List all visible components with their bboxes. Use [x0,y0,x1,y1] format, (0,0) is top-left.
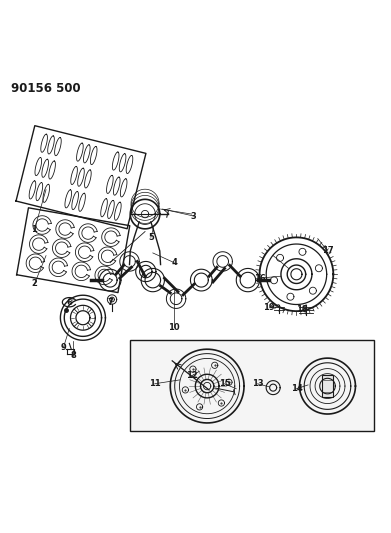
Text: 5: 5 [148,233,154,242]
Text: 16: 16 [254,273,265,282]
Text: 19: 19 [264,303,275,312]
Bar [322,375,333,397]
Text: 8: 8 [70,351,76,360]
Text: 10: 10 [169,323,180,332]
Text: 3: 3 [191,212,196,221]
Text: 12: 12 [186,372,197,381]
Text: 2: 2 [31,279,37,288]
Text: 15: 15 [219,379,230,388]
Text: 13: 13 [252,379,264,388]
Text: 11: 11 [149,379,161,388]
Text: 7: 7 [107,298,113,306]
Text: 4: 4 [171,258,177,267]
Text: 18: 18 [296,305,308,314]
Text: 9: 9 [61,343,66,352]
Text: 1: 1 [31,225,37,234]
Text: 14: 14 [291,384,302,393]
Text: 90156 500: 90156 500 [11,82,81,95]
Text: 17: 17 [322,246,333,255]
Bar [129,340,374,432]
Text: 6: 6 [66,298,72,306]
